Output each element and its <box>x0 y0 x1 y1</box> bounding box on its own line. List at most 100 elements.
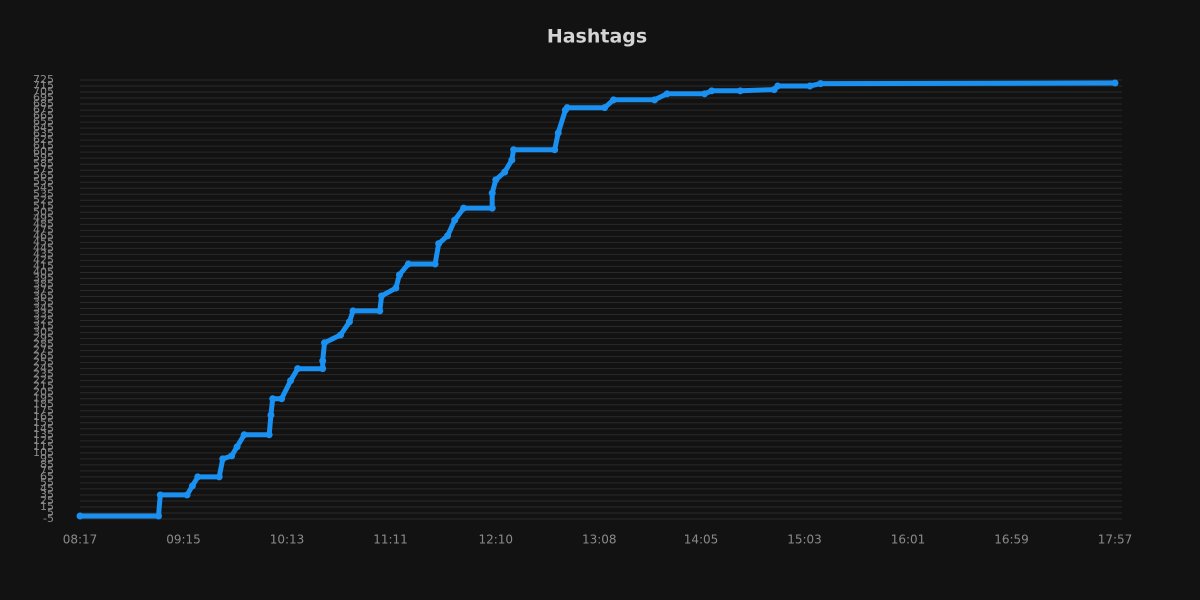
y-tick-label: 85 <box>40 458 54 471</box>
data-point <box>183 491 191 499</box>
y-tick-label: 225 <box>33 374 54 387</box>
y-tick-label: 445 <box>33 241 54 254</box>
y-tick-label: 665 <box>33 109 54 122</box>
y-tick-label: 235 <box>33 368 54 381</box>
y-tick-label: 365 <box>33 289 54 302</box>
x-tick-label: 09:15 <box>166 533 201 547</box>
data-point <box>219 455 227 463</box>
y-tick-label: 265 <box>33 350 54 363</box>
y-tick-label: 275 <box>33 344 54 357</box>
data-point <box>269 395 277 403</box>
y-tick-label: 335 <box>33 308 54 321</box>
data-point <box>155 512 163 520</box>
y-tick-label: 415 <box>33 259 54 272</box>
y-tick-label: 195 <box>33 392 54 405</box>
y-tick-label: 685 <box>33 97 54 110</box>
data-point <box>319 357 327 365</box>
data-point <box>708 87 716 95</box>
data-point <box>651 96 659 104</box>
data-point <box>488 204 496 212</box>
y-tick-label: 285 <box>33 338 54 351</box>
data-point <box>492 176 500 184</box>
data-point <box>267 411 275 419</box>
y-tick-label: 375 <box>33 283 54 296</box>
y-tick-label: 725 <box>33 73 54 86</box>
y-tick-label: 625 <box>33 133 54 146</box>
y-tick-label: 405 <box>33 265 54 278</box>
y-tick-label: 95 <box>40 452 54 465</box>
data-point <box>451 216 459 224</box>
y-tick-label: 305 <box>33 326 54 339</box>
data-point <box>510 146 518 154</box>
y-tick-label: 245 <box>33 362 54 375</box>
data-point <box>817 80 825 88</box>
y-tick-label: 645 <box>33 121 54 134</box>
y-tick-label: 615 <box>33 139 54 152</box>
y-tick-label: 485 <box>33 217 54 230</box>
chart-title: Hashtags <box>547 26 647 48</box>
y-tick-label: 115 <box>33 440 54 453</box>
data-point <box>806 82 814 90</box>
y-tick-label: 135 <box>33 428 54 441</box>
y-tick-label: 475 <box>33 223 54 236</box>
data-point <box>378 292 386 300</box>
data-point <box>188 482 196 490</box>
y-tick-label: 125 <box>33 434 54 447</box>
y-tick-label: 575 <box>33 163 54 176</box>
y-tick-label: 65 <box>40 470 54 483</box>
data-point <box>701 90 709 98</box>
y-tick-label: 435 <box>33 247 54 260</box>
data-point <box>551 146 559 154</box>
x-tick-label: 17:57 <box>1098 533 1133 547</box>
y-tick-label: 215 <box>33 380 54 393</box>
data-point <box>563 104 571 112</box>
y-tick-label: 205 <box>33 386 54 399</box>
y-tick-label: 495 <box>33 211 54 224</box>
y-tick-label: 465 <box>33 229 54 242</box>
data-point <box>156 491 164 499</box>
y-tick-label: 315 <box>33 320 54 333</box>
y-tick-label: 325 <box>33 314 54 327</box>
y-tick-label: 565 <box>33 169 54 182</box>
data-point <box>265 431 273 439</box>
x-tick-label: 08:17 <box>63 533 98 547</box>
y-tick-label: 545 <box>33 181 54 194</box>
y-tick-label: 515 <box>33 199 54 212</box>
y-tick-label: 105 <box>33 446 54 459</box>
data-point <box>278 395 286 403</box>
x-tick-label: 10:13 <box>270 533 305 547</box>
data-point <box>294 365 302 373</box>
y-tick-label: 185 <box>33 398 54 411</box>
data-point <box>345 318 353 326</box>
data-point <box>431 260 439 268</box>
data-point <box>287 377 295 385</box>
y-tick-label: 395 <box>33 271 54 284</box>
y-tick-label: 585 <box>33 157 54 170</box>
y-tick-label: 25 <box>40 494 54 507</box>
x-tick-label: 14:05 <box>684 533 719 547</box>
data-point <box>349 307 357 315</box>
y-tick-label: 145 <box>33 422 54 435</box>
y-tick-label: 455 <box>33 235 54 248</box>
y-tick-label: 705 <box>33 85 54 98</box>
data-point <box>501 168 509 176</box>
x-tick-label: 15:03 <box>787 533 822 547</box>
data-point <box>233 443 241 451</box>
y-tick-label: 355 <box>33 296 54 309</box>
y-tick-label: 165 <box>33 410 54 423</box>
data-point <box>444 232 452 240</box>
data-point <box>376 307 384 315</box>
y-tick-label: 695 <box>33 91 54 104</box>
y-tick-label: 15 <box>40 500 54 513</box>
data-point <box>392 284 400 292</box>
y-tick-label: 175 <box>33 404 54 417</box>
data-point <box>320 339 328 347</box>
y-tick-label: 385 <box>33 277 54 290</box>
data-point <box>1111 79 1119 87</box>
data-point <box>610 96 618 104</box>
data-point <box>435 240 443 248</box>
x-tick-label: 16:59 <box>994 533 1029 547</box>
data-point <box>240 431 248 439</box>
y-tick-label: 55 <box>40 476 54 489</box>
y-tick-label: 675 <box>33 103 54 116</box>
